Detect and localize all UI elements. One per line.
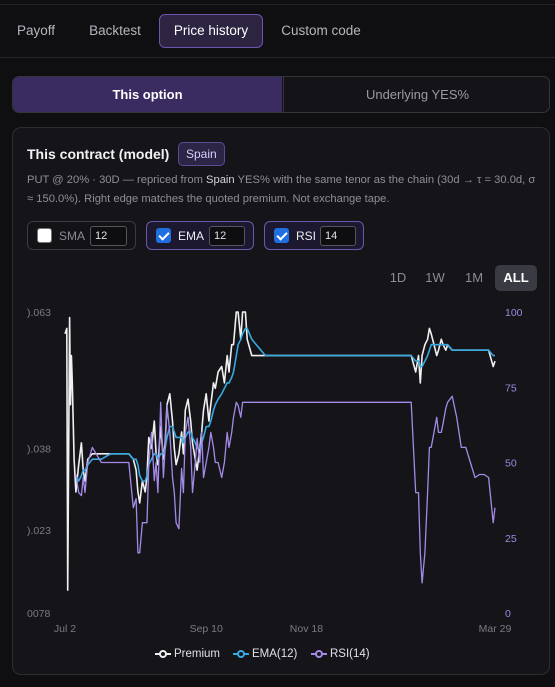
ema-label: EMA [178,229,205,243]
legend-ema-swatch [233,649,249,659]
ema-period-input[interactable]: 12 [209,226,245,246]
y-right-tick-label: 100 [505,307,523,319]
tab-payoff[interactable]: Payoff [16,23,56,38]
this-option-button[interactable]: This option [13,77,282,112]
x-tick-label: Nov 18 [290,623,323,635]
legend-ema[interactable]: EMA(12) [233,648,297,664]
series-line-rsi-14 [75,395,496,584]
rsi-label: RSI [296,229,317,243]
y-right-tick-label: 50 [505,458,517,470]
series-line-premium [64,311,496,591]
y-right-tick-label: 75 [505,382,517,394]
price-history-card: This contract (model) Spain PUT @ 20% · … [12,127,550,675]
y-left-tick-label: ).038 [27,443,51,455]
rsi-period-input[interactable]: 14 [320,226,356,246]
tab-custom-code[interactable]: Custom code [281,23,361,38]
top-divider [0,4,555,5]
desc-market: Spain [206,174,235,186]
legend-premium-swatch [155,649,171,659]
range-1w-button[interactable]: 1W [425,270,445,285]
range-1d-button[interactable]: 1D [389,270,407,285]
underlying-yes-button[interactable]: Underlying YES% [283,77,549,112]
card-title: This contract (model) [27,146,170,162]
y-left-tick-label: ).023 [27,525,51,537]
y-left-tick-label: ).063 [27,307,51,319]
top-tab-bar: Payoff Backtest Price history Custom cod… [0,0,555,58]
sma-period-input[interactable]: 12 [90,226,127,246]
range-1m-button[interactable]: 1M [464,270,484,285]
tab-price-history[interactable]: Price history [159,14,263,48]
card-description: PUT @ 20% · 30D — repriced from Spain YE… [27,171,539,209]
range-all-button[interactable]: ALL [495,265,537,291]
source-segmented-control: This option Underlying YES% [12,76,550,113]
legend-rsi-swatch [311,649,327,659]
y-right-tick-label: 25 [505,533,517,545]
x-tick-label: Jul 2 [54,623,76,635]
legend-ema-label: EMA(12) [252,648,298,660]
legend-premium-label: Premium [174,648,221,660]
tab-backtest[interactable]: Backtest [89,23,141,38]
legend-premium[interactable]: Premium [155,648,220,664]
market-chip: Spain [178,142,225,166]
ema-toggle[interactable]: EMA 12 [146,221,254,250]
series-line-ema-12 [75,327,495,482]
price-history-chart: ).063 ).038 ).023 0078 100 75 50 25 0 Jul 2 Sep 10… [27,307,523,635]
rsi-toggle[interactable]: RSI 14 [264,221,364,250]
rsi-checkbox[interactable] [274,228,289,243]
legend-rsi[interactable]: RSI(14) [311,648,370,664]
x-tick-label: Mar 29 [479,623,512,635]
desc-prefix: PUT @ 20% · 30D — repriced from [27,174,207,186]
y-right-tick-label: 0 [505,608,511,620]
sma-label: SMA [59,229,86,243]
desc-suffix: YES% with the same tenor as the chain (3… [27,174,536,205]
sma-toggle[interactable]: SMA 12 [27,221,136,250]
sma-checkbox[interactable] [37,228,52,243]
legend-rsi-label: RSI(14) [330,648,370,660]
ema-checkbox[interactable] [156,228,171,243]
y-left-tick-label: 0078 [27,608,51,620]
x-tick-label: Sep 10 [190,623,223,635]
